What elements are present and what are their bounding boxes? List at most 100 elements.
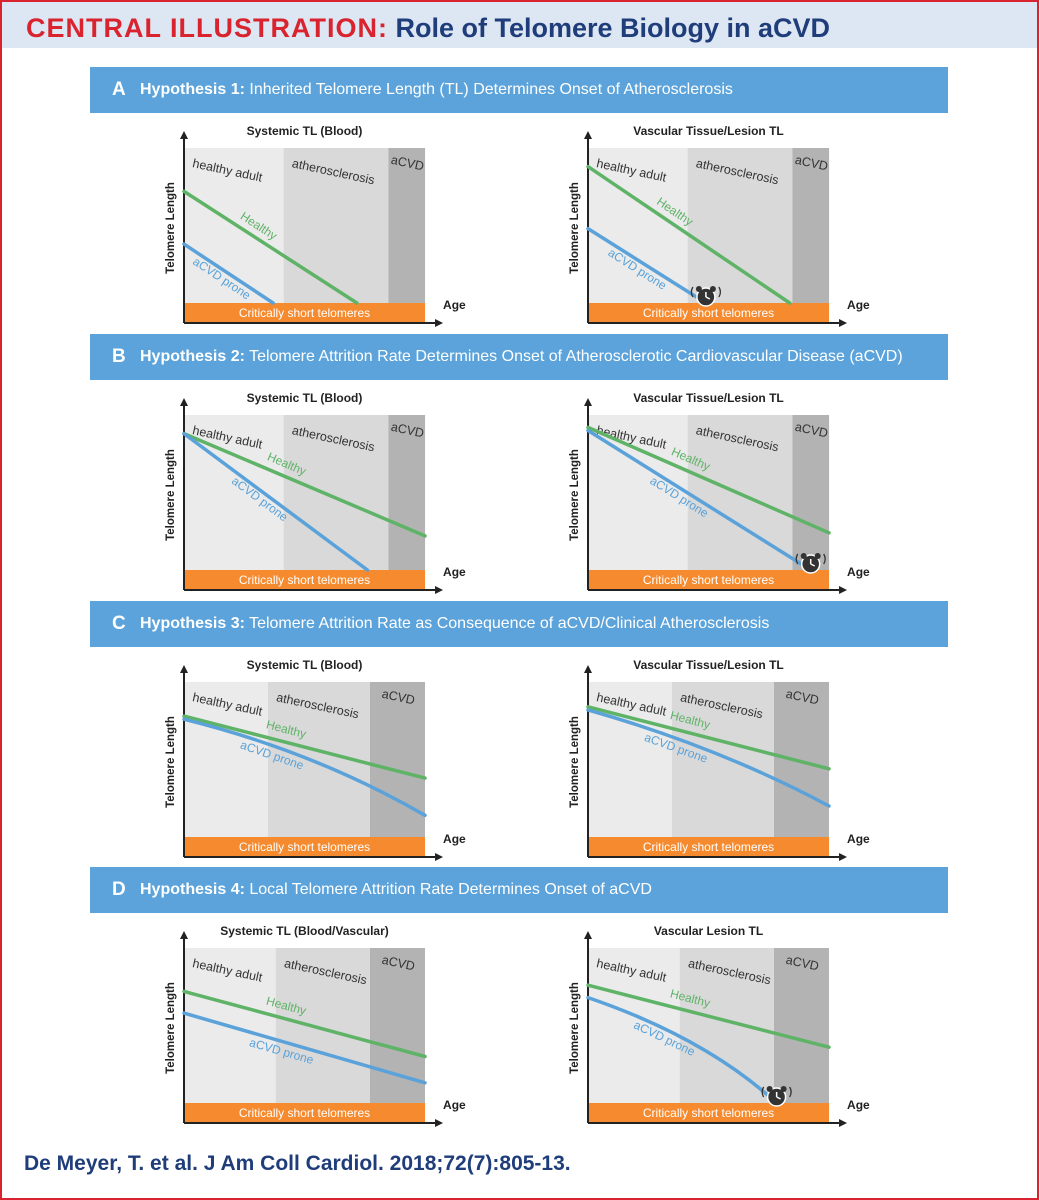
panel-letter: C xyxy=(112,613,126,634)
panel-a-header: A Hypothesis 1: Inherited Telomere Lengt… xyxy=(90,67,948,113)
panel-b-header: B Hypothesis 2: Telomere Attrition Rate … xyxy=(90,334,948,380)
y-axis-arrow xyxy=(180,131,188,139)
critical-band xyxy=(588,1103,830,1122)
series-healthy-line xyxy=(182,989,427,1059)
critical-band-label: Critically short telomeres xyxy=(643,1106,774,1120)
series-healthy-line xyxy=(182,714,427,780)
x-axis-arrow xyxy=(435,319,444,327)
y-axis-arrow xyxy=(584,131,592,139)
hypothesis-label: Hypothesis 1: xyxy=(140,81,245,98)
alarm-clock-bell xyxy=(695,286,702,292)
chart-title: Systemic TL (Blood/Vascular) xyxy=(220,924,389,938)
stage-background xyxy=(588,948,680,1103)
hypothesis-title: Hypothesis 4: Local Telomere Attrition R… xyxy=(140,879,652,901)
series-acvd-prone-line xyxy=(182,717,427,818)
alarm-ring-mark xyxy=(718,286,722,298)
y-axis-arrow xyxy=(584,665,592,673)
stage-background xyxy=(671,682,774,837)
y-axis-label: Telomere Length xyxy=(569,182,581,274)
alarm-ring-mark xyxy=(761,1086,765,1098)
y-axis-arrow xyxy=(584,931,592,939)
chart-title: Vascular Tissue/Lesion TL xyxy=(633,391,784,405)
header-band: CENTRAL ILLUSTRATION: Role of Telomere B… xyxy=(2,2,1037,48)
series-acvd-prone-line xyxy=(182,431,370,572)
panel-letter: D xyxy=(112,879,126,900)
stage-background xyxy=(275,948,370,1103)
series-acvd-prone-line xyxy=(586,995,779,1105)
stage-background xyxy=(774,682,829,837)
critical-band xyxy=(588,837,830,856)
alarm-clock-hand xyxy=(776,1096,781,1100)
alarm-ring-mark xyxy=(795,553,799,565)
stage-background xyxy=(588,682,672,837)
series-acvd-prone-line xyxy=(182,242,275,305)
stage-background xyxy=(774,948,829,1103)
chart-title: Vascular Lesion TL xyxy=(654,924,763,938)
panel-d-header: D Hypothesis 4: Local Telomere Attrition… xyxy=(90,867,948,913)
stage-background xyxy=(283,148,389,303)
critical-band-label: Critically short telomeres xyxy=(239,573,370,587)
alarm-clock-bell xyxy=(780,1086,787,1092)
stage-label: aCVD xyxy=(390,153,426,174)
critical-band xyxy=(184,837,426,856)
hypothesis-text: Local Telomere Attrition Rate Determines… xyxy=(249,881,652,898)
hypothesis-label: Hypothesis 4: xyxy=(140,881,245,898)
x-axis-label: Age xyxy=(847,832,870,846)
alarm-ring-mark xyxy=(823,553,826,565)
stage-background xyxy=(370,682,425,837)
x-axis-label: Age xyxy=(847,1098,870,1112)
stage-background xyxy=(283,415,389,570)
title-label: CENTRAL ILLUSTRATION: xyxy=(26,13,388,43)
hypothesis-title: Hypothesis 1: Inherited Telomere Length … xyxy=(140,79,733,101)
stage-label: aCVD xyxy=(381,953,417,974)
critical-band xyxy=(588,570,830,589)
y-axis-arrow xyxy=(180,398,188,406)
alarm-ring-mark xyxy=(690,286,694,298)
stage-background xyxy=(588,148,688,303)
y-axis-arrow xyxy=(180,665,188,673)
series-acvd-prone-line xyxy=(586,708,831,808)
stage-background xyxy=(687,148,793,303)
critical-band xyxy=(184,1103,426,1122)
x-axis-arrow xyxy=(435,853,444,861)
series-acvd-prone-line xyxy=(182,1011,427,1085)
x-axis-label: Age xyxy=(443,832,466,846)
series-healthy-line xyxy=(586,705,831,771)
critical-band-label: Critically short telomeres xyxy=(239,840,370,854)
y-axis-label: Telomere Length xyxy=(165,716,177,808)
critical-band-label: Critically short telomeres xyxy=(239,306,370,320)
y-axis-label: Telomere Length xyxy=(569,716,581,808)
hypothesis-text: Inherited Telomere Length (TL) Determine… xyxy=(249,81,733,98)
x-axis-label: Age xyxy=(443,1098,466,1112)
hypothesis-text: Telomere Attrition Rate Determines Onset… xyxy=(249,348,903,365)
x-axis-arrow xyxy=(839,586,848,594)
y-axis-label: Telomere Length xyxy=(569,982,581,1074)
chart-title: Systemic TL (Blood) xyxy=(247,391,363,405)
y-axis-label: Telomere Length xyxy=(165,449,177,541)
critical-band xyxy=(184,303,426,322)
stage-background xyxy=(388,148,426,303)
x-axis-arrow xyxy=(435,1119,444,1127)
y-axis-arrow xyxy=(180,931,188,939)
stage-label: aCVD xyxy=(794,420,830,441)
alarm-ring-mark xyxy=(789,1086,792,1098)
stage-background xyxy=(792,415,830,570)
y-axis-arrow xyxy=(584,398,592,406)
x-axis-arrow xyxy=(839,853,848,861)
hypothesis-title: Hypothesis 2: Telomere Attrition Rate De… xyxy=(140,346,903,368)
chart-c-systemic: Systemic TL (Blood)healthy adult atherosc… xyxy=(165,658,466,861)
x-axis-arrow xyxy=(435,586,444,594)
alarm-clock-hand xyxy=(810,563,816,567)
hypothesis-label: Hypothesis 2: xyxy=(140,348,245,365)
x-axis-arrow xyxy=(839,1119,848,1127)
stage-label: aCVD xyxy=(785,687,821,708)
stage-label: aCVD xyxy=(390,420,426,441)
alarm-clock-bell xyxy=(814,553,821,559)
stage-background xyxy=(792,148,830,303)
critical-band-label: Critically short telomeres xyxy=(643,573,774,587)
chart-title: Systemic TL (Blood) xyxy=(247,658,363,672)
page-title: CENTRAL ILLUSTRATION: Role of Telomere B… xyxy=(26,12,830,44)
series-healthy-line xyxy=(586,425,831,535)
